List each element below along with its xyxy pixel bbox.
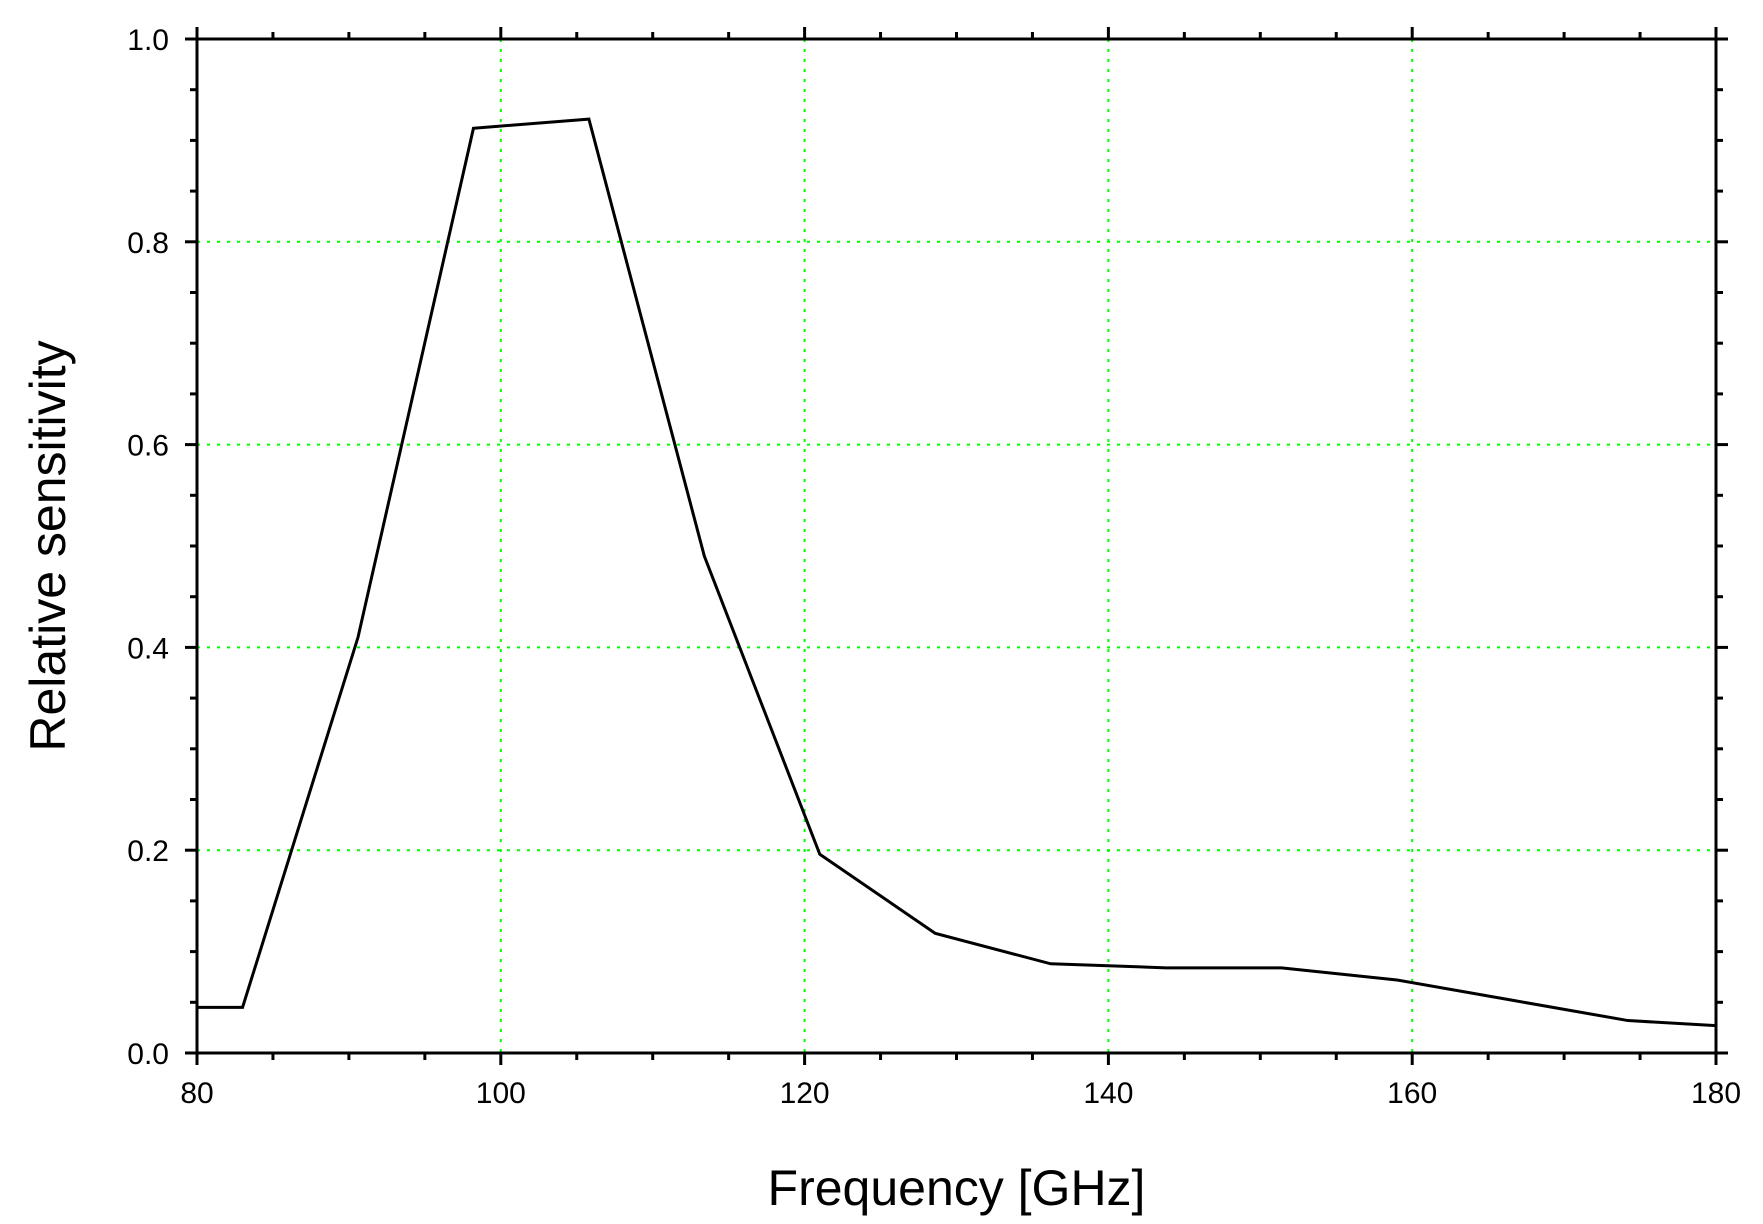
y-axis-title: Relative sensitivity xyxy=(20,340,76,751)
y-tick-label: 0.0 xyxy=(127,1038,169,1071)
x-tick-labels: 80 100 120 140 160 180 xyxy=(180,1077,1741,1110)
x-tick-label: 120 xyxy=(780,1077,830,1110)
grid-lines xyxy=(197,39,1716,1053)
x-tick-label: 160 xyxy=(1387,1077,1437,1110)
y-tick-labels: 0.0 0.2 0.4 0.6 0.8 1.0 xyxy=(127,24,169,1071)
plot-frame xyxy=(195,37,1718,1055)
x-tick-label: 180 xyxy=(1691,1077,1741,1110)
y-tick-label: 0.6 xyxy=(127,430,169,463)
y-tick-label: 0.8 xyxy=(127,227,169,260)
x-tick-label: 100 xyxy=(476,1077,526,1110)
x-tick-label: 140 xyxy=(1083,1077,1133,1110)
axis-ticks xyxy=(185,27,1728,1065)
x-tick-label: 80 xyxy=(180,1077,213,1110)
y-tick-label: 0.2 xyxy=(127,835,169,868)
x-axis-title: Frequency [GHz] xyxy=(768,1160,1146,1216)
series-line xyxy=(197,117,1717,1028)
series-layer xyxy=(197,117,1717,1028)
y-tick-label: 1.0 xyxy=(127,24,169,57)
y-tick-label: 0.4 xyxy=(127,632,169,665)
